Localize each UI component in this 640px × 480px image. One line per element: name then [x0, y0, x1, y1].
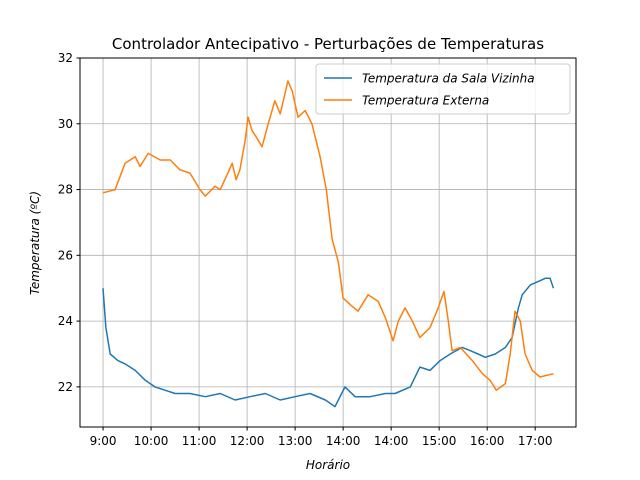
chart-title: Controlador Antecipativo - Perturbações … — [112, 35, 544, 53]
lines — [102, 80, 555, 408]
y-tick-label: 32 — [58, 51, 73, 65]
x-tick-label: 11:00 — [182, 434, 217, 448]
legend-label: Temperatura Externa — [362, 94, 489, 108]
x-tick-label: 10:00 — [134, 434, 169, 448]
y-axis-label: Temperatura (ºC) — [28, 191, 42, 295]
y-tick-label: 28 — [58, 183, 73, 197]
y-tick-label: 22 — [58, 380, 73, 394]
legend-label: Temperatura da Sala Vizinha — [362, 72, 535, 86]
x-tick-label: 12:00 — [230, 434, 265, 448]
x-tick-label: 13:00 — [278, 434, 313, 448]
y-tick-label: 30 — [58, 117, 73, 131]
x-tick-label: 15:00 — [422, 434, 457, 448]
series-line — [102, 277, 555, 408]
x-axis-label: Horário — [306, 458, 350, 472]
axes-frame — [79, 57, 577, 428]
series-line — [102, 80, 554, 391]
grid — [80, 57, 576, 427]
legend: Temperatura da Sala Vizinha Temperatura E… — [315, 63, 571, 115]
x-tick-label: 14:00 — [374, 434, 409, 448]
x-tick-label: 17:00 — [518, 434, 553, 448]
y-tick-label: 24 — [58, 314, 73, 328]
x-tick-label: 16:00 — [470, 434, 505, 448]
legend-box — [315, 63, 571, 115]
y-tick-label: 26 — [58, 248, 73, 262]
x-tick-label: 9:00 — [90, 434, 117, 448]
x-tick-label: 14:00 — [326, 434, 361, 448]
